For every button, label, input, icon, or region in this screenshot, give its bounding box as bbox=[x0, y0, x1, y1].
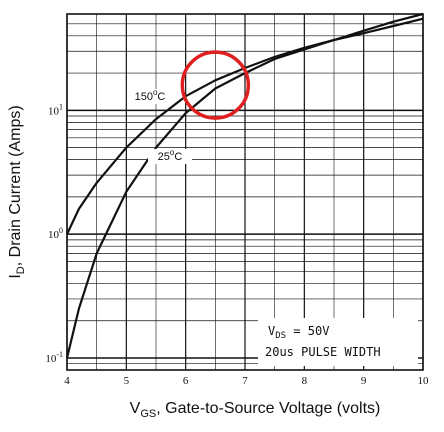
y-tick-label: 10-1 bbox=[45, 350, 63, 365]
curves bbox=[65, 12, 424, 359]
grid bbox=[66, 13, 424, 371]
conditions-box bbox=[258, 318, 418, 366]
series-line-0 bbox=[66, 17, 424, 235]
y-tick-label: 101 bbox=[48, 102, 63, 117]
x-tick-label: 7 bbox=[242, 375, 248, 387]
series-label-bg bbox=[128, 89, 172, 104]
series-label-bg bbox=[148, 149, 192, 164]
x-tick-label: 5 bbox=[124, 375, 130, 387]
series-label-0: 150oC bbox=[135, 88, 166, 103]
plot-frame bbox=[66, 13, 424, 371]
x-tick-label: 10 bbox=[418, 375, 430, 387]
vds-annotation: VDS = 50V bbox=[268, 324, 329, 341]
tick-labels: 4 5 6 7 8 9 10 10-1 100 101 ID, Drain Current (Amp… bbox=[7, 102, 429, 420]
series-label-1: 25oC bbox=[158, 148, 183, 163]
y-tick-label: 100 bbox=[48, 226, 63, 241]
x-axis-label: VGS, Gate-to-Source Voltage (volts) bbox=[130, 400, 381, 420]
y-axis-label: ID, Drain Current (Amps) bbox=[7, 105, 27, 278]
x-tick-label: 8 bbox=[302, 375, 308, 387]
x-tick-label: 9 bbox=[361, 375, 367, 387]
annotations: 150oC 25oC VDS = 50V 20us PULSE WIDTH bbox=[128, 50, 418, 366]
series-line-1 bbox=[65, 12, 424, 359]
x-tick-label: 4 bbox=[64, 375, 70, 387]
x-tick-label: 6 bbox=[183, 375, 189, 387]
pulse-width-annotation: 20us PULSE WIDTH bbox=[265, 345, 381, 359]
highlight-circle bbox=[180, 50, 251, 120]
